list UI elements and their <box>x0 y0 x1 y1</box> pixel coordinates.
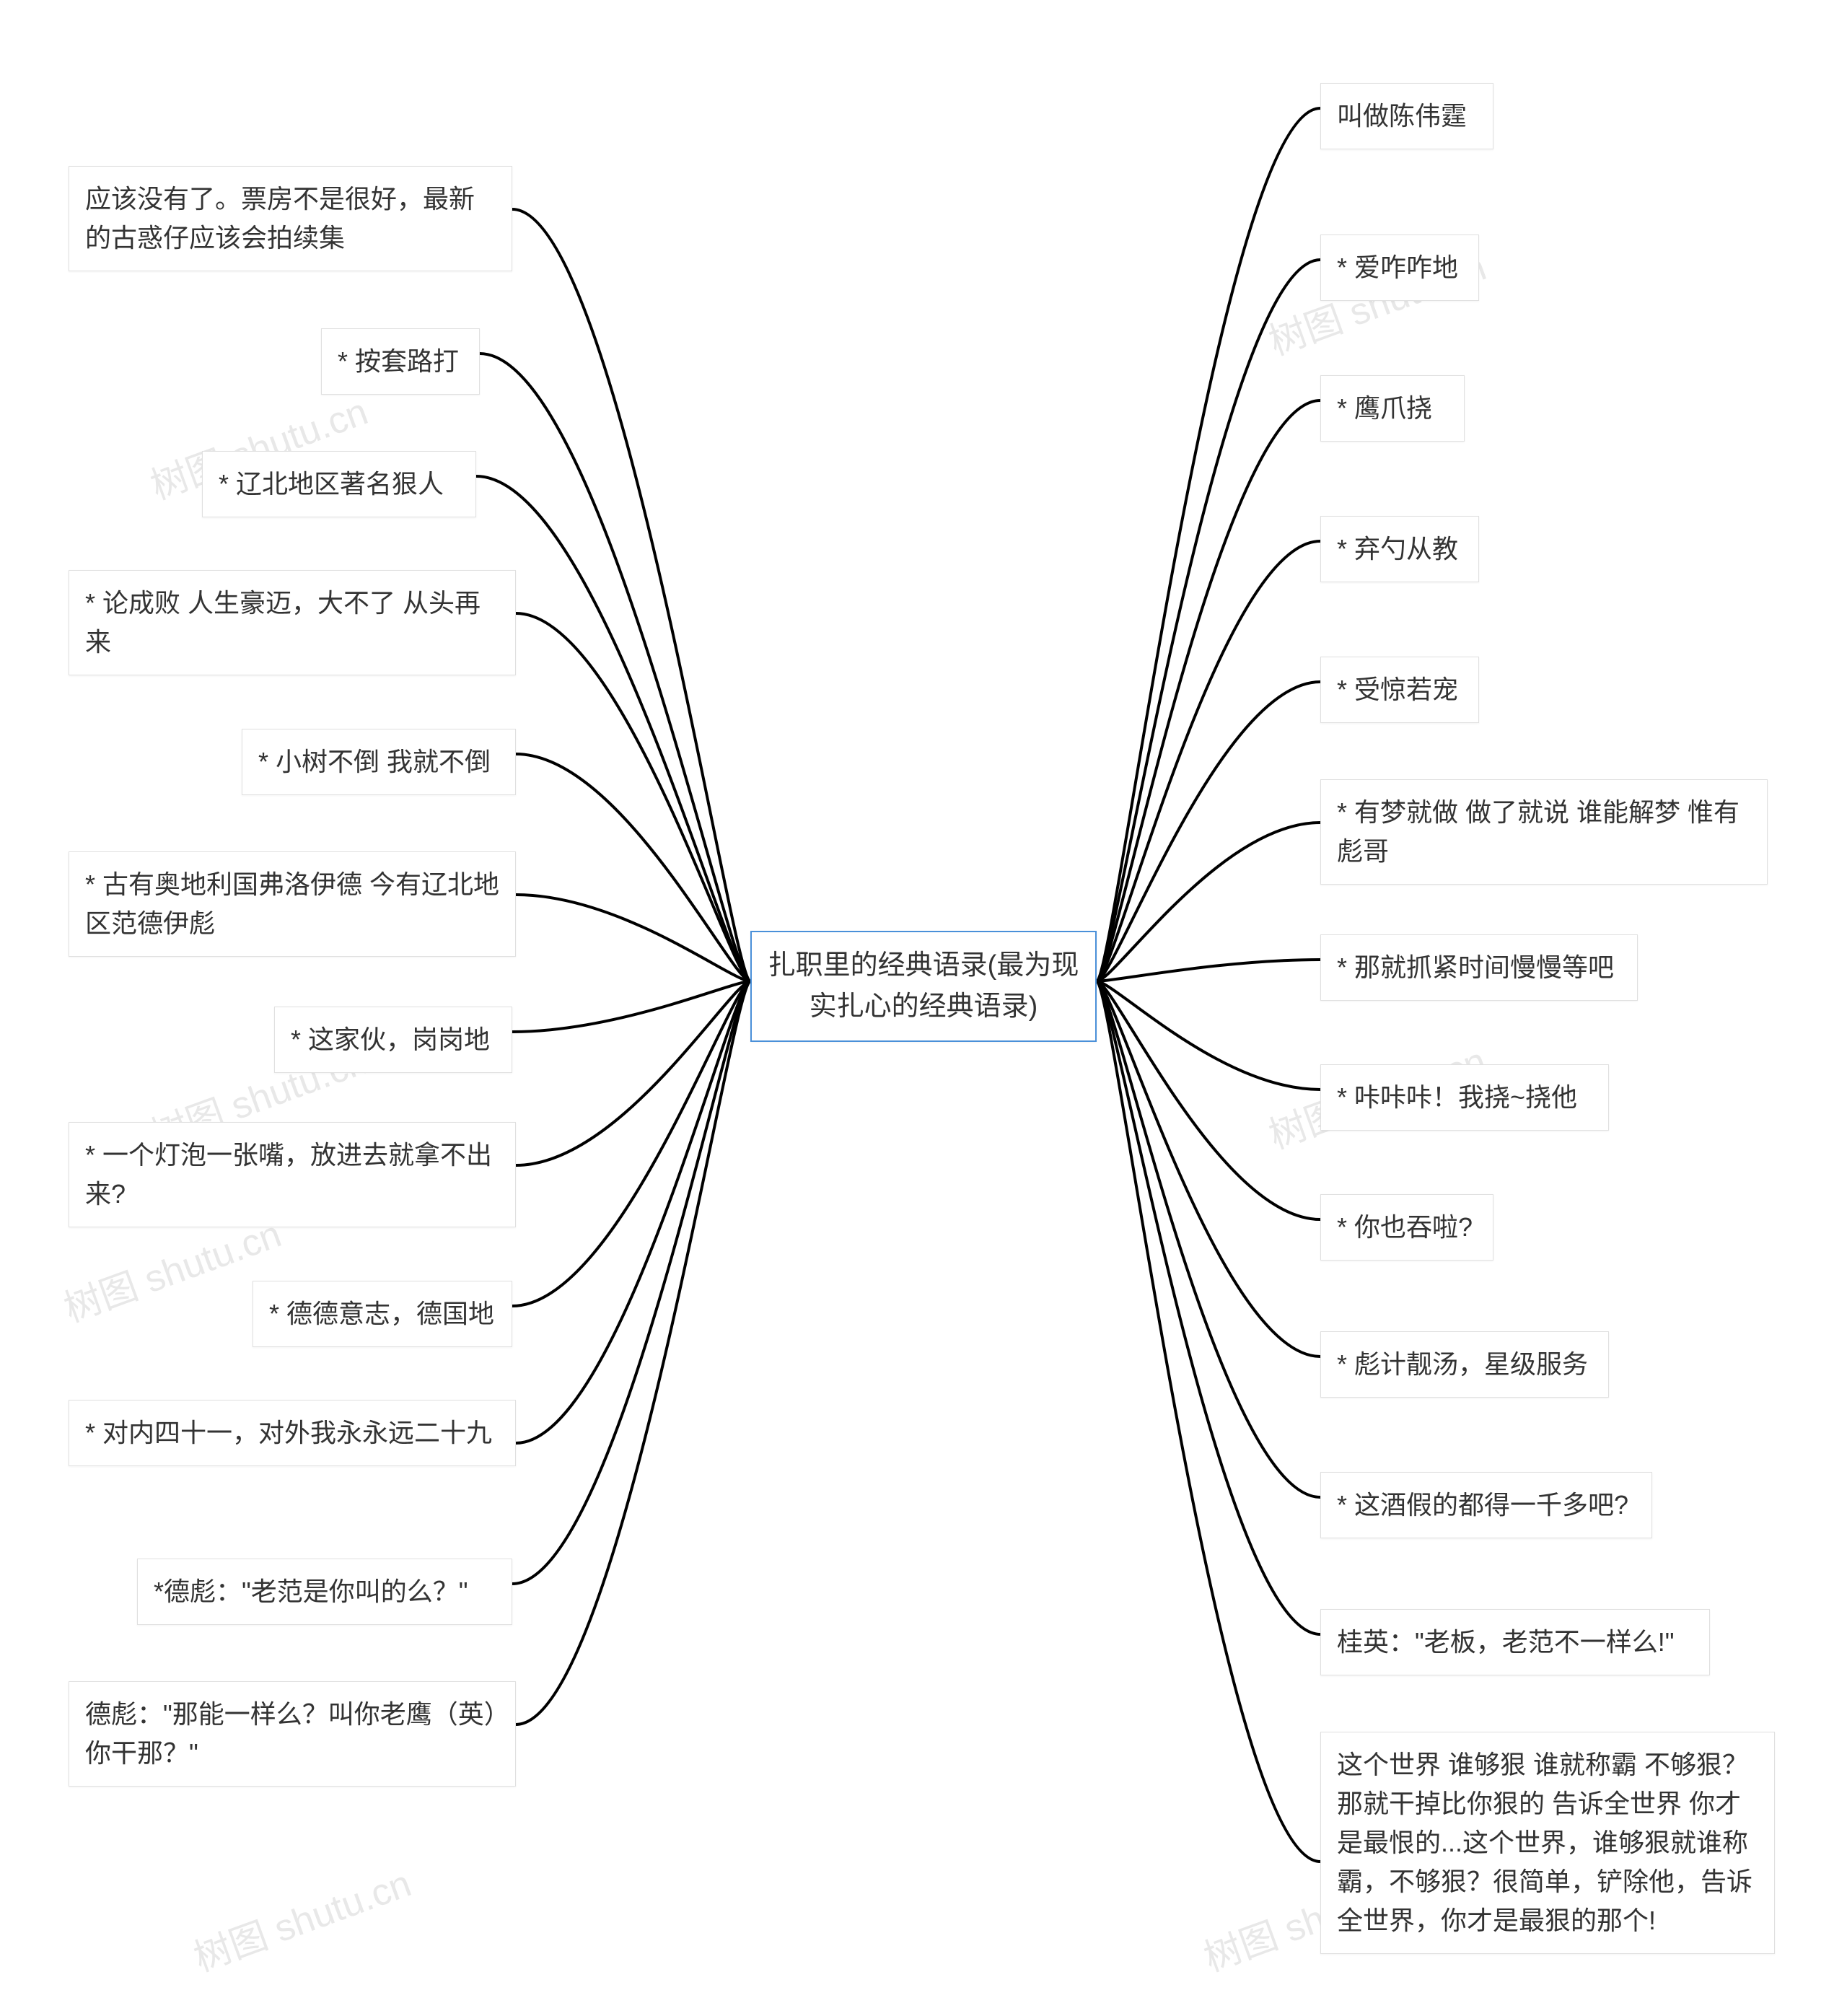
edge <box>1097 981 1320 1497</box>
left-node: *德彪："老范是你叫的么？" <box>137 1559 512 1625</box>
right-node: * 弃勺从教 <box>1320 516 1479 582</box>
watermark: 树图 shutu.cn <box>185 1853 418 1981</box>
right-node: * 那就抓紧时间慢慢等吧 <box>1320 934 1638 1001</box>
edge <box>1097 981 1320 1219</box>
edge <box>512 209 750 981</box>
right-node: 桂英："老板，老范不一样么!" <box>1320 1609 1710 1675</box>
edge <box>516 981 750 1165</box>
right-node: * 彪计靓汤，星级服务 <box>1320 1331 1609 1398</box>
edge <box>1097 981 1320 1862</box>
edge <box>516 981 750 1443</box>
edge <box>516 981 750 1724</box>
edge <box>1097 108 1320 981</box>
edge <box>1097 541 1320 981</box>
edge <box>516 895 750 981</box>
right-node: 这个世界 谁够狠 谁就称霸 不够狠？那就干掉比你狠的 告诉全世界 你才是最恨的.… <box>1320 1732 1775 1954</box>
left-node: * 对内四十一，对外我永永远二十九 <box>69 1400 516 1466</box>
left-node: * 古有奥地利国弗洛伊德 今有辽北地区范德伊彪 <box>69 851 516 957</box>
right-node: * 你也吞啦? <box>1320 1194 1493 1261</box>
right-node: * 有梦就做 做了就说 谁能解梦 惟有彪哥 <box>1320 779 1768 885</box>
edge <box>1097 260 1320 981</box>
left-node: 德彪："那能一样么？叫你老鹰（英）你干那？" <box>69 1681 516 1787</box>
right-node: * 鹰爪挠 <box>1320 375 1465 442</box>
edge <box>1097 960 1320 981</box>
edge <box>1097 823 1320 981</box>
center-node: 扎职里的经典语录(最为现实扎心的经典语录) <box>750 931 1097 1042</box>
mindmap-canvas: 树图 shutu.cn树图 shutu.cn树图 shutu.cn树图 shut… <box>0 0 1847 2016</box>
right-node: * 爱咋咋地 <box>1320 235 1479 301</box>
left-node: * 德德意志，德国地 <box>253 1281 512 1347</box>
edge <box>1097 682 1320 981</box>
edge <box>516 754 750 981</box>
edge <box>480 354 750 981</box>
edge <box>476 476 750 981</box>
edge <box>1097 981 1320 1634</box>
left-node: * 辽北地区著名狠人 <box>202 451 476 517</box>
left-node: * 论成败 人生豪迈，大不了 从头再来 <box>69 570 516 675</box>
left-node: 应该没有了。票房不是很好，最新的古惑仔应该会拍续集 <box>69 166 512 271</box>
edge <box>1097 400 1320 981</box>
edge <box>516 613 750 981</box>
left-node: * 按套路打 <box>321 328 480 395</box>
edge <box>512 981 750 1306</box>
left-node: * 这家伙，岗岗地 <box>274 1007 512 1073</box>
right-node: * 咔咔咔！我挠~挠他 <box>1320 1064 1609 1131</box>
right-node: * 受惊若宠 <box>1320 657 1479 723</box>
edge <box>1097 981 1320 1357</box>
edge <box>512 981 750 1584</box>
right-node: * 这酒假的都得一千多吧? <box>1320 1472 1652 1538</box>
edge <box>512 981 750 1032</box>
left-node: * 一个灯泡一张嘴，放进去就拿不出来? <box>69 1122 516 1227</box>
edge <box>1097 981 1320 1090</box>
right-node: 叫做陈伟霆 <box>1320 83 1493 149</box>
left-node: * 小树不倒 我就不倒 <box>242 729 516 795</box>
